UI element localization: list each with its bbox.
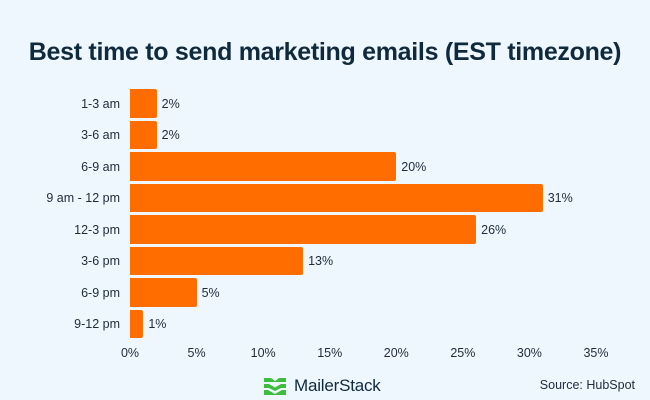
bar <box>130 120 157 149</box>
value-label: 5% <box>201 285 220 300</box>
value-label: 20% <box>401 159 427 174</box>
bar-row: 3-6 pm 13% <box>81 246 596 278</box>
category-label: 3-6 pm <box>81 254 120 269</box>
x-axis-ticks: 0% 5% 10% 15% 20% 25% 30% 35% <box>121 346 609 362</box>
bar-row: 9 am - 12 pm 31% <box>46 183 596 215</box>
bar-row: 6-9 am 20% <box>81 151 596 183</box>
x-tick-label: 5% <box>187 346 206 360</box>
category-label: 1-3 am <box>81 96 120 111</box>
bar <box>130 89 157 118</box>
category-label: 9 am - 12 pm <box>46 191 120 206</box>
source-credit: Source: HubSpot <box>539 378 635 392</box>
brand-logo: MailerStack <box>264 376 381 396</box>
chart-title: Best time to send marketing emails (EST … <box>28 38 622 66</box>
x-tick-label: 0% <box>120 346 140 360</box>
category-label: 9-12 pm <box>74 317 120 332</box>
bar-row: 3-6 am 2% <box>81 120 596 152</box>
bar <box>130 278 197 307</box>
x-tick-label: 30% <box>516 346 542 360</box>
value-label: 13% <box>308 254 334 269</box>
brand-name: MailerStack <box>294 376 381 395</box>
x-tick-label: 20% <box>383 346 409 360</box>
x-tick-label: 35% <box>583 346 609 360</box>
x-tick-label: 10% <box>250 346 276 360</box>
category-label: 12-3 pm <box>74 222 120 237</box>
value-label: 26% <box>481 222 507 237</box>
value-label: 1% <box>148 317 167 332</box>
x-tick-label: 15% <box>317 346 343 360</box>
bar <box>130 309 144 338</box>
bar-row: 1-3 am 2% <box>81 88 596 120</box>
x-tick-label: 25% <box>450 346 476 360</box>
bar-plot-area: 1-3 am 2% 3-6 am 2% 6-9 am 20% 9 am - 12 pm 31%… <box>46 88 596 341</box>
category-label: 3-6 am <box>81 128 120 143</box>
category-label: 6-9 am <box>81 159 120 174</box>
value-label: 31% <box>547 191 573 206</box>
bar <box>130 152 397 181</box>
bar <box>130 246 304 275</box>
stacked-chevrons-logo-icon <box>264 377 286 395</box>
category-label: 6-9 pm <box>81 285 120 300</box>
bar <box>130 215 477 244</box>
bar-row: 9-12 pm 1% <box>74 309 596 341</box>
bar <box>130 183 543 212</box>
bar-row: 6-9 pm 5% <box>81 277 596 309</box>
value-label: 2% <box>161 96 180 111</box>
value-label: 2% <box>161 128 180 143</box>
bar-row: 12-3 pm 26% <box>74 214 596 246</box>
